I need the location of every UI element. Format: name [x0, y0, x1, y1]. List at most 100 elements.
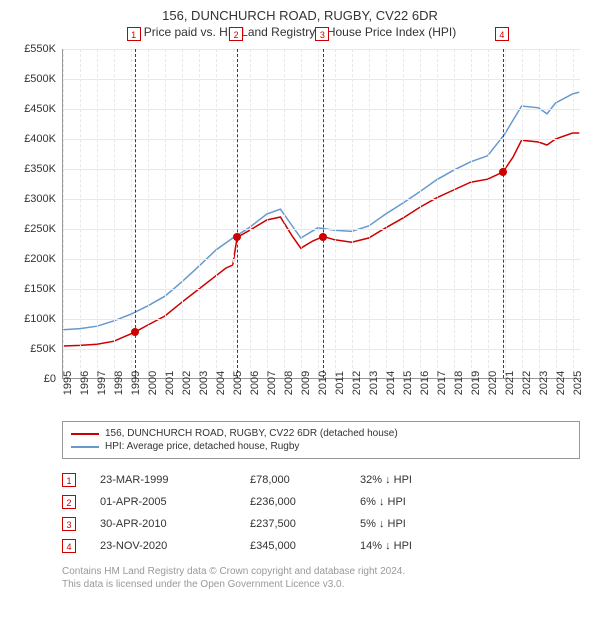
gridline-v — [63, 49, 64, 378]
transaction-marker-line — [237, 49, 238, 378]
transaction-row-marker: 3 — [62, 517, 76, 531]
gridline-v — [403, 49, 404, 378]
footer-line-2: This data is licensed under the Open Gov… — [62, 578, 580, 591]
gridline-v — [250, 49, 251, 378]
x-axis-label: 2003 — [198, 371, 210, 395]
title-area: 156, DUNCHURCH ROAD, RUGBY, CV22 6DR Pri… — [0, 0, 600, 39]
transaction-dot — [499, 168, 507, 176]
series-line-hpi — [63, 92, 579, 330]
transaction-table: 123-MAR-1999£78,00032% ↓ HPI 2 01-APR-2005… — [62, 469, 580, 557]
y-axis-label: £100K — [6, 313, 56, 325]
gridline-v — [80, 49, 81, 378]
arrow-down-icon: ↓ — [385, 474, 391, 486]
transaction-marker-box: 1 — [127, 27, 141, 41]
footer-attribution: Contains HM Land Registry data © Crown c… — [62, 565, 580, 591]
x-axis-label: 2006 — [249, 371, 261, 395]
gridline-v — [148, 49, 149, 378]
transaction-price: £237,500 — [250, 518, 360, 530]
x-axis-label: 2015 — [402, 371, 414, 395]
x-axis-label: 2004 — [215, 371, 227, 395]
y-axis-label: £300K — [6, 193, 56, 205]
x-axis-label: 2013 — [368, 371, 380, 395]
footer-line-1: Contains HM Land Registry data © Crown c… — [62, 565, 580, 578]
x-axis-label: 2016 — [419, 371, 431, 395]
gridline-v — [488, 49, 489, 378]
transaction-row: 123-MAR-1999£78,00032% ↓ HPI — [62, 469, 580, 491]
x-axis-label: 2007 — [266, 371, 278, 395]
transaction-diff: 6% ↓ HPI — [360, 496, 480, 508]
x-axis-label: 1995 — [62, 371, 74, 395]
transaction-row: 201-APR-2005£236,0006% ↓ HPI — [62, 491, 580, 513]
x-axis-label: 1997 — [96, 371, 108, 395]
transaction-date: 23-NOV-2020 — [100, 540, 250, 552]
gridline-v — [114, 49, 115, 378]
x-axis-label: 1996 — [79, 371, 91, 395]
x-axis-label: 2009 — [300, 371, 312, 395]
x-axis-label: 2017 — [436, 371, 448, 395]
x-axis-label: 2001 — [164, 371, 176, 395]
y-axis-label: £250K — [6, 223, 56, 235]
legend-label: HPI: Average price, detached house, Rugb… — [105, 441, 299, 452]
arrow-down-icon: ↓ — [379, 496, 385, 508]
transaction-marker-line — [323, 49, 324, 378]
plot-area — [62, 49, 580, 379]
x-axis-label: 2014 — [385, 371, 397, 395]
x-axis-label: 2000 — [147, 371, 159, 395]
y-axis-label: £50K — [6, 343, 56, 355]
x-axis-label: 2024 — [555, 371, 567, 395]
chart-title-1: 156, DUNCHURCH ROAD, RUGBY, CV22 6DR — [0, 8, 600, 23]
x-axis-label: 2012 — [351, 371, 363, 395]
chart-container: 156, DUNCHURCH ROAD, RUGBY, CV22 6DR Pri… — [0, 0, 600, 620]
gridline-v — [420, 49, 421, 378]
legend: 156, DUNCHURCH ROAD, RUGBY, CV22 6DR (de… — [62, 421, 580, 459]
y-axis-label: £350K — [6, 163, 56, 175]
transaction-row-marker: 2 — [62, 495, 76, 509]
transaction-marker-box: 4 — [495, 27, 509, 41]
transaction-dot — [233, 233, 241, 241]
y-axis-label: £150K — [6, 283, 56, 295]
x-axis-label: 2008 — [283, 371, 295, 395]
transaction-price: £345,000 — [250, 540, 360, 552]
gridline-v — [335, 49, 336, 378]
x-axis-label: 2010 — [317, 371, 329, 395]
transaction-diff: 5% ↓ HPI — [360, 518, 480, 530]
gridline-v — [284, 49, 285, 378]
transaction-diff: 14% ↓ HPI — [360, 540, 480, 552]
gridline-v — [386, 49, 387, 378]
legend-item: 156, DUNCHURCH ROAD, RUGBY, CV22 6DR (de… — [71, 427, 571, 440]
y-axis-label: £550K — [6, 43, 56, 55]
y-axis-label: £450K — [6, 103, 56, 115]
gridline-v — [97, 49, 98, 378]
transaction-marker-line — [503, 49, 504, 378]
transaction-date: 23-MAR-1999 — [100, 474, 250, 486]
x-axis-label: 2020 — [487, 371, 499, 395]
x-axis-label: 1999 — [130, 371, 142, 395]
y-axis-label: £200K — [6, 253, 56, 265]
transaction-row: 3 30-APR-2010£237,5005% ↓ HPI — [62, 513, 580, 535]
gridline-v — [165, 49, 166, 378]
transaction-diff: 32% ↓ HPI — [360, 474, 480, 486]
chart-plot-wrap: £0£50K£100K£150K£200K£250K£300K£350K£400… — [62, 49, 580, 379]
transaction-date: 01-APR-2005 — [100, 496, 250, 508]
gridline-v — [471, 49, 472, 378]
legend-swatch — [71, 433, 99, 435]
transaction-marker-box: 3 — [315, 27, 329, 41]
gridline-v — [437, 49, 438, 378]
gridline-v — [267, 49, 268, 378]
x-axis-label: 2019 — [470, 371, 482, 395]
gridline-v — [318, 49, 319, 378]
transaction-dot — [131, 328, 139, 336]
gridline-v — [539, 49, 540, 378]
gridline-v — [216, 49, 217, 378]
gridline-v — [522, 49, 523, 378]
x-axis-label: 2023 — [538, 371, 550, 395]
legend-item: HPI: Average price, detached house, Rugb… — [71, 440, 571, 453]
x-axis-label: 2025 — [572, 371, 584, 395]
x-axis-label: 1998 — [113, 371, 125, 395]
arrow-down-icon: ↓ — [379, 518, 385, 530]
x-axis-label: 2018 — [453, 371, 465, 395]
gridline-v — [454, 49, 455, 378]
transaction-date: 30-APR-2010 — [100, 518, 250, 530]
gridline-v — [233, 49, 234, 378]
gridline-v — [352, 49, 353, 378]
